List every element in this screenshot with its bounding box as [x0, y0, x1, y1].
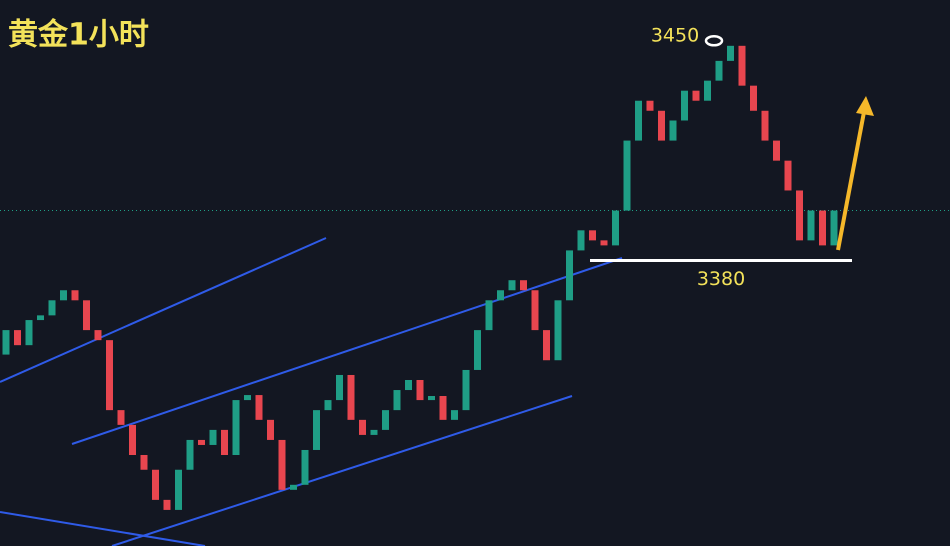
candle — [727, 45, 734, 61]
candle — [497, 290, 504, 301]
candle — [704, 80, 711, 101]
candle — [71, 290, 79, 301]
candle — [784, 160, 792, 191]
candle — [589, 230, 596, 241]
high-label: 3450 — [651, 24, 699, 46]
candle — [635, 100, 642, 141]
candle — [2, 330, 10, 355]
trend-line — [111, 395, 573, 546]
candle — [267, 419, 274, 440]
candle — [577, 230, 585, 251]
candle — [485, 300, 493, 331]
arrow-head — [856, 96, 874, 116]
candle — [140, 455, 148, 470]
trend-line — [0, 511, 206, 546]
candle — [416, 380, 424, 401]
candle — [600, 240, 608, 246]
candle — [439, 396, 447, 420]
candle — [474, 330, 481, 370]
candle — [405, 380, 412, 391]
candle — [60, 290, 67, 301]
candle — [255, 395, 263, 420]
candle — [301, 449, 309, 485]
trend-line — [71, 257, 623, 445]
candle — [324, 400, 332, 411]
candle — [382, 410, 389, 430]
candle — [198, 439, 205, 445]
trend-line — [0, 237, 327, 383]
candle — [531, 290, 539, 331]
candle — [152, 469, 159, 500]
candle — [715, 60, 723, 81]
candle — [520, 280, 527, 291]
high-marker — [704, 35, 724, 47]
candle — [37, 315, 44, 321]
candle — [106, 340, 113, 411]
arrow — [836, 96, 874, 251]
arrow-shaft — [836, 111, 866, 251]
candle — [543, 330, 550, 361]
candle — [428, 396, 435, 401]
candle — [370, 429, 378, 435]
candle — [209, 429, 217, 445]
candle — [807, 210, 815, 241]
support-label: 3380 — [697, 268, 745, 290]
candle — [83, 300, 90, 331]
candle — [278, 439, 286, 490]
candle — [451, 410, 458, 420]
candle — [129, 424, 136, 455]
candle — [221, 429, 228, 455]
candle — [681, 90, 688, 121]
candle — [25, 320, 33, 346]
candle — [554, 300, 562, 361]
candle — [669, 120, 677, 141]
candle — [393, 390, 401, 411]
candle — [738, 45, 746, 86]
candle — [186, 439, 194, 470]
candle — [163, 499, 171, 510]
candle — [313, 410, 320, 450]
candle — [830, 210, 838, 246]
candle — [761, 110, 769, 141]
candle — [14, 330, 21, 346]
candle — [819, 210, 826, 246]
candle — [623, 140, 631, 211]
candle — [566, 250, 573, 301]
candle — [508, 280, 516, 291]
candle — [773, 140, 780, 161]
candle — [232, 400, 240, 455]
candle — [175, 469, 182, 510]
candle — [462, 369, 470, 411]
candle — [48, 300, 56, 316]
channel-lines — [0, 237, 623, 546]
candle — [336, 374, 343, 401]
candle — [359, 419, 366, 435]
candle — [658, 110, 665, 141]
chart-title: 黄金1小时 — [8, 18, 149, 53]
candle — [750, 85, 757, 111]
candles — [0, 45, 950, 510]
candle — [347, 374, 355, 420]
candle — [692, 90, 700, 101]
candle — [290, 484, 297, 490]
candle — [612, 210, 619, 246]
candle — [796, 190, 803, 241]
candle — [117, 410, 125, 425]
candle — [94, 330, 102, 341]
candle — [244, 395, 251, 401]
candle — [646, 100, 654, 111]
